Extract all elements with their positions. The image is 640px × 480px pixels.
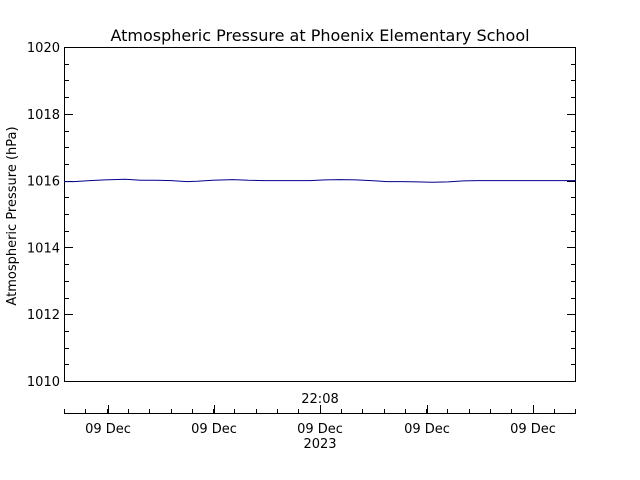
x-tick-label: 09 Dec [297, 422, 343, 437]
x-axis: 22:08 2023 09 Dec 09 Dec 09 Dec 09 Dec 09 De… [64, 392, 576, 452]
x-tick-label: 09 Dec [404, 422, 450, 437]
y-tick-label: 1018 [27, 108, 60, 123]
y-tick-label: 1020 [27, 41, 60, 56]
y-axis-label: Atmospheric Pressure (hPa) [5, 126, 20, 305]
x-tick-label: 09 Dec [510, 422, 556, 437]
series-line-pressure [64, 178, 576, 183]
x-time-label: 22:08 [301, 392, 338, 407]
x-tick-label: 09 Dec [191, 422, 237, 437]
plot-frame [64, 47, 576, 382]
y-tick-label: 1012 [27, 308, 60, 323]
y-axis-ticks: 1010 1012 1014 1016 1018 1020 [27, 41, 576, 390]
y-tick-label: 1016 [27, 175, 60, 190]
x-year-label: 2023 [303, 437, 336, 452]
chart-title: Atmospheric Pressure at Phoenix Elementa… [110, 26, 529, 45]
series-layer [64, 178, 576, 183]
x-tick-label: 09 Dec [85, 422, 131, 437]
y-tick-label: 1010 [27, 375, 60, 390]
y-tick-label: 1014 [27, 241, 60, 256]
